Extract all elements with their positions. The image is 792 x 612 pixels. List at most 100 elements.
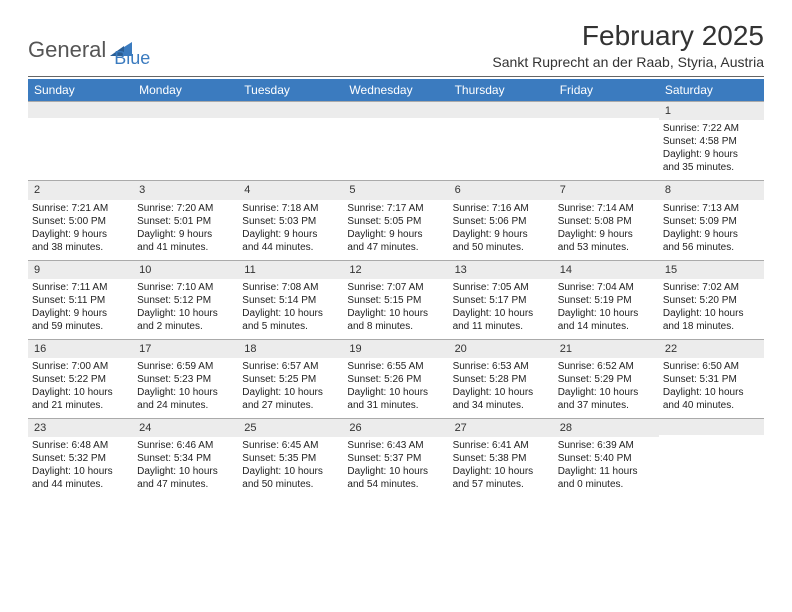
- sunset-text: Sunset: 5:38 PM: [453, 452, 550, 465]
- day-number-empty: [659, 418, 764, 435]
- week-row: 23 Sunrise: 6:48 AMSunset: 5:32 PM Dayligh…: [28, 418, 764, 497]
- day-number: 13: [449, 260, 554, 279]
- sunrise-text: Sunrise: 7:10 AM: [137, 281, 234, 294]
- sunset-text: Sunset: 5:01 PM: [137, 215, 234, 228]
- daylight-text-1: Daylight: 9 hours: [347, 228, 444, 241]
- sunrise-text: Sunrise: 7:20 AM: [137, 202, 234, 215]
- day-number: 24: [133, 418, 238, 437]
- day-cell: 24 Sunrise: 6:46 AMSunset: 5:34 PMDayligh…: [133, 418, 238, 497]
- day-number: 28: [554, 418, 659, 437]
- day-number: 6: [449, 180, 554, 199]
- daylight-text-1: Daylight: 10 hours: [242, 307, 339, 320]
- daylight-text-1: Daylight: 11 hours: [558, 465, 655, 478]
- daylight-text-1: Daylight: 10 hours: [558, 386, 655, 399]
- day-number: 25: [238, 418, 343, 437]
- sunset-text: Sunset: 5:25 PM: [242, 373, 339, 386]
- day-number: 2: [28, 180, 133, 199]
- sunrise-text: Sunrise: 6:59 AM: [137, 360, 234, 373]
- sunset-text: Sunset: 5:05 PM: [347, 215, 444, 228]
- weekday-tuesday: Tuesday: [238, 79, 343, 101]
- sunset-text: Sunset: 5:35 PM: [242, 452, 339, 465]
- daylight-text-1: Daylight: 10 hours: [347, 386, 444, 399]
- sunset-text: Sunset: 4:58 PM: [663, 135, 760, 148]
- daylight-text-2: and 31 minutes.: [347, 399, 444, 412]
- day-cell: 10Sunrise: 7:10 AMSunset: 5:12 PMDayligh…: [133, 260, 238, 339]
- weekday-monday: Monday: [133, 79, 238, 101]
- sunset-text: Sunset: 5:12 PM: [137, 294, 234, 307]
- daylight-text-1: Daylight: 10 hours: [347, 307, 444, 320]
- sunrise-text: Sunrise: 6:39 AM: [558, 439, 655, 452]
- sunset-text: Sunset: 5:17 PM: [453, 294, 550, 307]
- sunset-text: Sunset: 5:31 PM: [663, 373, 760, 386]
- daylight-text-2: and 50 minutes.: [453, 241, 550, 254]
- sunset-text: Sunset: 5:29 PM: [558, 373, 655, 386]
- daylight-text-2: and 57 minutes.: [453, 478, 550, 491]
- daylight-text-1: Daylight: 10 hours: [453, 307, 550, 320]
- day-cell: [343, 101, 448, 180]
- week-row: 2Sunrise: 7:21 AMSunset: 5:00 PMDaylight…: [28, 180, 764, 259]
- sunset-text: Sunset: 5:32 PM: [32, 452, 129, 465]
- day-cell: 12Sunrise: 7:07 AMSunset: 5:15 PMDayligh…: [343, 260, 448, 339]
- day-number: 16: [28, 339, 133, 358]
- day-cell: 7Sunrise: 7:14 AMSunset: 5:08 PMDaylight…: [554, 180, 659, 259]
- daylight-text-2: and 27 minutes.: [242, 399, 339, 412]
- header-rule: [28, 76, 764, 77]
- day-cell: 15Sunrise: 7:02 AMSunset: 5:20 PMDayligh…: [659, 260, 764, 339]
- location-text: Sankt Ruprecht an der Raab, Styria, Aust…: [492, 54, 764, 70]
- sunset-text: Sunset: 5:34 PM: [137, 452, 234, 465]
- daylight-text-2: and 21 minutes.: [32, 399, 129, 412]
- sunrise-text: Sunrise: 7:13 AM: [663, 202, 760, 215]
- sunset-text: Sunset: 5:40 PM: [558, 452, 655, 465]
- day-cell: 9Sunrise: 7:11 AMSunset: 5:11 PMDaylight…: [28, 260, 133, 339]
- day-number: 21: [554, 339, 659, 358]
- sunset-text: Sunset: 5:11 PM: [32, 294, 129, 307]
- sunrise-text: Sunrise: 7:17 AM: [347, 202, 444, 215]
- sunrise-text: Sunrise: 6:45 AM: [242, 439, 339, 452]
- day-cell: 28 Sunrise: 6:39 AMSunset: 5:40 PMDayligh…: [554, 418, 659, 497]
- day-cell: 25Sunrise: 6:45 AMSunset: 5:35 PMDayligh…: [238, 418, 343, 497]
- daylight-text-1: Daylight: 9 hours: [32, 228, 129, 241]
- daylight-text-1: Daylight: 10 hours: [137, 386, 234, 399]
- day-cell: 6Sunrise: 7:16 AMSunset: 5:06 PMDaylight…: [449, 180, 554, 259]
- daylight-text-1: Daylight: 10 hours: [663, 386, 760, 399]
- weekday-friday: Friday: [554, 79, 659, 101]
- day-cell: [554, 101, 659, 180]
- weekday-saturday: Saturday: [659, 79, 764, 101]
- day-cell: [238, 101, 343, 180]
- sunrise-text: Sunrise: 6:46 AM: [137, 439, 234, 452]
- daylight-text-2: and 8 minutes.: [347, 320, 444, 333]
- day-number: 26: [343, 418, 448, 437]
- day-cell: 8Sunrise: 7:13 AMSunset: 5:09 PMDaylight…: [659, 180, 764, 259]
- sunrise-text: Sunrise: 6:50 AM: [663, 360, 760, 373]
- daylight-text-2: and 24 minutes.: [137, 399, 234, 412]
- logo-text-blue: Blue: [114, 48, 150, 69]
- day-cell: 26Sunrise: 6:43 AMSunset: 5:37 PMDayligh…: [343, 418, 448, 497]
- day-cell: [659, 418, 764, 497]
- daylight-text-1: Daylight: 9 hours: [242, 228, 339, 241]
- sunset-text: Sunset: 5:37 PM: [347, 452, 444, 465]
- weekday-thursday: Thursday: [449, 79, 554, 101]
- sunrise-text: Sunrise: 6:52 AM: [558, 360, 655, 373]
- day-number: 27: [449, 418, 554, 437]
- sunrise-text: Sunrise: 7:11 AM: [32, 281, 129, 294]
- daylight-text-1: Daylight: 10 hours: [242, 386, 339, 399]
- sunrise-text: Sunrise: 6:48 AM: [32, 439, 129, 452]
- daylight-text-1: Daylight: 9 hours: [663, 148, 760, 161]
- day-number: 23: [28, 418, 133, 437]
- daylight-text-1: Daylight: 9 hours: [663, 228, 760, 241]
- day-number: 19: [343, 339, 448, 358]
- day-number-empty: [343, 101, 448, 118]
- day-cell: [28, 101, 133, 180]
- day-cell: 17Sunrise: 6:59 AMSunset: 5:23 PMDayligh…: [133, 339, 238, 418]
- day-cell: 13Sunrise: 7:05 AMSunset: 5:17 PMDayligh…: [449, 260, 554, 339]
- daylight-text-1: Daylight: 9 hours: [453, 228, 550, 241]
- sunrise-text: Sunrise: 6:55 AM: [347, 360, 444, 373]
- sunrise-text: Sunrise: 6:43 AM: [347, 439, 444, 452]
- sunrise-text: Sunrise: 6:41 AM: [453, 439, 550, 452]
- daylight-text-1: Daylight: 10 hours: [137, 465, 234, 478]
- daylight-text-2: and 40 minutes.: [663, 399, 760, 412]
- daylight-text-1: Daylight: 9 hours: [32, 307, 129, 320]
- day-number: 12: [343, 260, 448, 279]
- week-row: 9Sunrise: 7:11 AMSunset: 5:11 PMDaylight…: [28, 260, 764, 339]
- daylight-text-1: Daylight: 10 hours: [32, 386, 129, 399]
